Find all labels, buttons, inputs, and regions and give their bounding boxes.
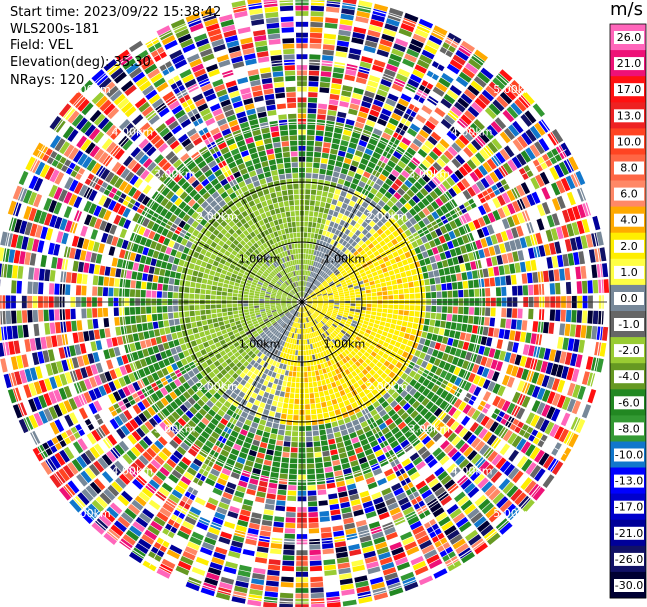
azimuth-spoke — [301, 301, 363, 407]
azimuth-spoke — [301, 301, 407, 363]
instrument-label: WLS200s-181 — [10, 21, 100, 37]
azimuth-spoke — [301, 241, 407, 303]
plot-metadata: Start time: 2023/09/22 15:38:42 WLS200s-… — [10, 5, 221, 90]
colorbar-tick-label: 13.0 — [617, 109, 642, 122]
colorbar-tick-label: 26.0 — [617, 31, 642, 44]
colorbar-tick-label: 17.0 — [617, 83, 642, 96]
field-label: Field: VEL — [10, 38, 73, 53]
colorbar-tick-label: -8.0 — [618, 422, 639, 435]
radar-gates — [0, 0, 610, 607]
colorbar-tick-label: 4.0 — [620, 214, 638, 227]
azimuth-spoke — [37, 149, 199, 243]
colorbar-tick-bg — [614, 422, 644, 436]
colorbar-tick-bg — [614, 344, 644, 358]
colorbar-tick-bg — [614, 579, 644, 592]
colorbar-frame — [609, 23, 647, 599]
colorbar-tick-label: 0.0 — [620, 292, 638, 305]
range-ring-label: 1.00km — [239, 253, 281, 266]
colorbar-tick-bg — [614, 474, 644, 488]
range-ring-label: 4.00km — [451, 125, 493, 138]
azimuth-spoke — [149, 405, 243, 567]
range-ring-label: 1.00km — [324, 337, 366, 350]
range-ring-label: 5.00km — [493, 83, 535, 96]
nrays-label: NRays: 120 — [10, 73, 85, 88]
colorbar-tick-label: -6.0 — [618, 396, 639, 409]
range-ring-label: 4.00km — [112, 465, 154, 478]
colorbar-tick-bg — [614, 109, 644, 123]
elevation-label: Elevation(deg): 35.30 — [10, 54, 151, 70]
colorbar-tick-label: 8.0 — [620, 162, 638, 175]
colorbar-tick-label: 2.0 — [620, 240, 638, 253]
colorbar-tick-bg — [614, 500, 644, 514]
colorbar-tick-bg — [614, 448, 644, 462]
azimuth-spoke — [405, 361, 567, 455]
colorbar-tick-label: -10.0 — [615, 449, 643, 462]
range-ring-label: 5.00km — [69, 507, 111, 520]
range-ring-label: 1.00km — [324, 253, 366, 266]
colorbar-tick-bg — [614, 396, 644, 410]
colorbar-tick-bg — [614, 31, 644, 44]
range-ring-label: 2.00km — [196, 380, 238, 393]
azimuth-spoke — [301, 197, 363, 303]
colorbar-tick-label: -13.0 — [615, 475, 643, 488]
colorbar-tick-label: -2.0 — [618, 344, 639, 357]
colorbar-tick-label: 10.0 — [617, 135, 642, 148]
range-ring-label: 4.00km — [451, 465, 493, 478]
colorbar-tick-bg — [614, 318, 644, 331]
colorbar-tick-label: 6.0 — [620, 188, 638, 201]
range-ring-label: 3.00km — [409, 168, 451, 181]
range-ring-label: 5.00km — [69, 83, 111, 96]
azimuth-spoke — [361, 405, 455, 567]
colorbar-tick-bg — [614, 83, 644, 97]
colorbar-tick-bg — [614, 57, 644, 71]
range-ring-label: 3.00km — [409, 422, 451, 435]
colorbar-tick-label: -1.0 — [618, 318, 639, 331]
range-ring-label: 3.00km — [154, 168, 196, 181]
colorbar-tick-label: -17.0 — [615, 501, 643, 514]
range-ring-label: 3.00km — [154, 422, 196, 435]
colorbar-tick-bg — [614, 552, 644, 566]
azimuth-spoke — [241, 301, 303, 407]
azimuth-spoke — [241, 197, 303, 303]
colorbar-tick-bg — [614, 370, 644, 384]
colorbar-tick-label: 21.0 — [617, 57, 642, 70]
range-ring-label: 5.00km — [493, 507, 535, 520]
azimuth-spoke — [197, 241, 303, 303]
range-ring-label: 2.00km — [196, 210, 238, 223]
colorbar-tick-bg — [614, 526, 644, 540]
range-ring-label: 1.00km — [239, 337, 281, 350]
azimuth-spoke — [197, 301, 303, 363]
colorbar-tick-bg — [614, 213, 644, 227]
colorbar-tick-label: 1.0 — [620, 266, 638, 279]
colorbar-tick-label: -30.0 — [615, 579, 643, 592]
range-ring-label: 4.00km — [112, 125, 154, 138]
range-ring-label: 2.00km — [366, 210, 408, 223]
start-time-label: Start time: 2023/09/22 15:38:42 — [10, 5, 222, 20]
azimuth-spoke — [361, 37, 455, 199]
colorbar-tick-label: -4.0 — [618, 370, 639, 383]
colorbar-tick-label: -26.0 — [615, 553, 643, 566]
azimuth-spoke — [37, 361, 199, 455]
colorbar-tick-bg — [614, 265, 644, 279]
azimuth-spoke — [405, 149, 567, 243]
colorbar-tick-bg — [614, 187, 644, 201]
range-ring-labels: 1.00km 1.00km 1.00km 1.00km 2.00km 2.00km 2.00… — [69, 83, 535, 520]
range-ring-label: 2.00km — [366, 380, 408, 393]
colorbar-tick-bg — [614, 135, 644, 149]
colorbar-unit-label: m/s — [610, 0, 643, 20]
colorbar-tick-bg — [614, 239, 644, 253]
colorbar-tick-bg — [614, 292, 644, 305]
colorbar-tick-label: -21.0 — [615, 527, 643, 540]
azimuth-spoke — [149, 37, 243, 199]
colorbar-tick-bg — [614, 161, 644, 175]
